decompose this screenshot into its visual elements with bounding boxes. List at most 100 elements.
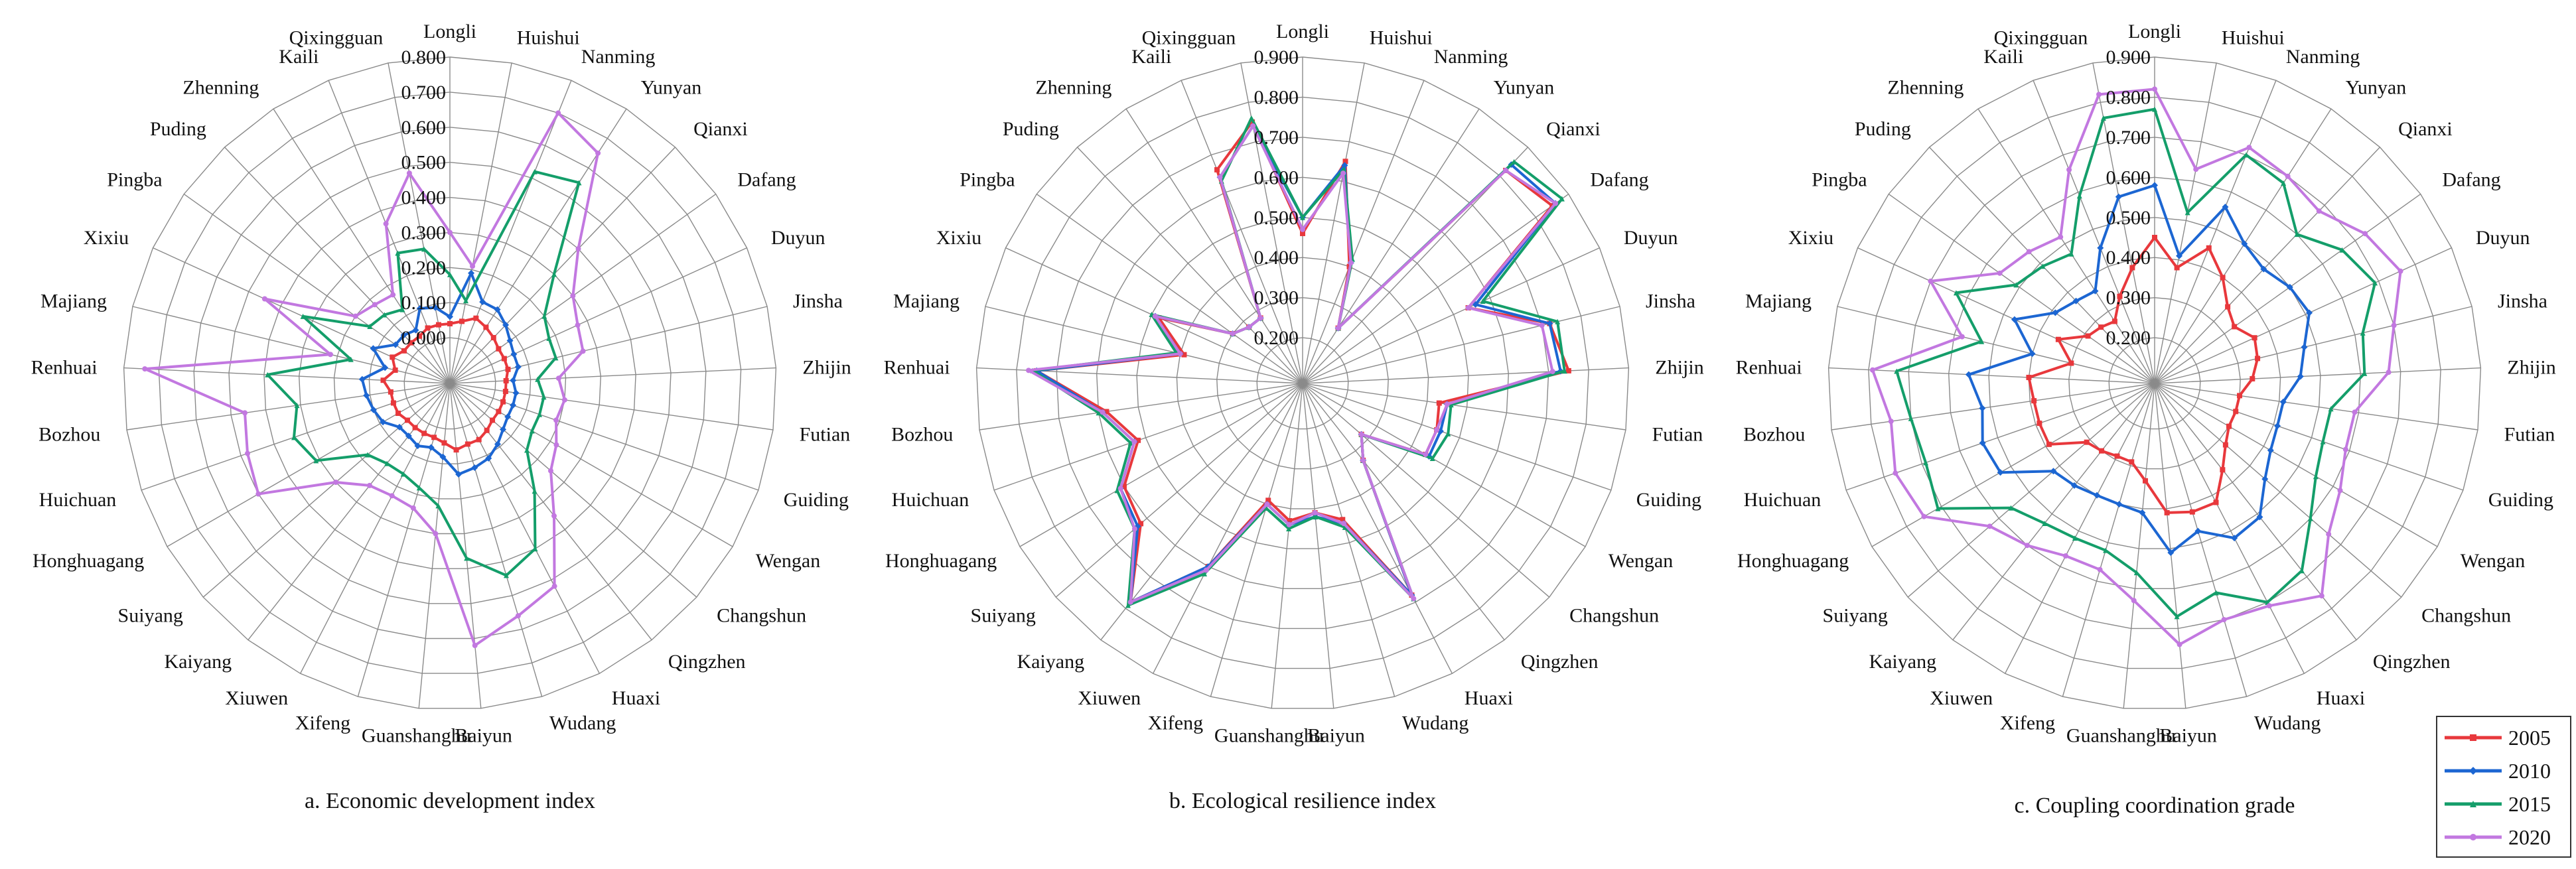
data-point [2386,369,2392,375]
data-point [294,403,300,409]
category-label: Bozhou [1743,424,1805,446]
data-point [553,355,559,361]
spoke [1055,383,1303,598]
data-point [2294,232,2300,237]
data-point [1565,368,1571,373]
grid-ring [1136,217,1469,549]
spoke [1152,383,1303,674]
category-label: Huaxi [2317,687,2365,709]
category-label: Qixingguan [1994,27,2088,49]
category-label: Honghuagang [33,550,144,572]
category-label: Nanming [581,46,656,68]
series-line-2010 [360,271,520,476]
data-point [1202,570,1208,576]
spoke [2004,383,2155,674]
spoke [2123,383,2155,708]
data-point [472,643,478,649]
legend: 2005 2010 2015 2020 [2436,716,2571,858]
grid-ring [193,127,707,639]
category-label: Huishui [517,27,580,49]
category-label: Pingba [960,168,1015,190]
data-point [2342,446,2348,452]
data-point [2050,468,2057,475]
data-point [2098,324,2104,330]
spoke [1271,383,1303,708]
data-point [2026,249,2032,255]
series-line-2005 [2027,236,2259,514]
category-label: Kaili [279,46,319,68]
tick-label: 0.800 [2106,86,2151,108]
spoke [449,147,676,384]
category-label: Yunyan [1494,77,1555,99]
data-point [2397,268,2403,274]
spoke [449,247,747,384]
data-point [2024,543,2030,549]
data-point [1342,524,1348,530]
data-point [1436,400,1442,406]
grid-ring [1256,337,1349,430]
tick-label: 0.900 [2106,46,2151,68]
data-point [425,325,431,331]
data-point [2246,145,2252,151]
grid-ring [975,56,1630,709]
category-label: Qianxi [2398,118,2453,140]
data-point [490,417,496,423]
data-point [2174,265,2180,271]
data-point [363,392,370,399]
data-point [2316,208,2322,214]
data-point [2233,409,2239,415]
series-line-2020 [143,111,600,647]
data-point [447,230,453,235]
data-point [400,332,407,339]
data-point [2046,441,2052,447]
data-point [389,493,395,499]
data-point [390,354,395,360]
series-2005 [380,315,511,453]
data-point [496,346,502,352]
data-point [1250,123,1256,129]
spoke [2154,306,2472,384]
spoke [126,383,451,431]
spoke [976,367,1303,384]
data-point [494,440,502,448]
spoke [449,62,512,384]
data-point [555,375,561,381]
radar-panel-3: 0.200 0.300 0.400 0.500 0.600 0.700 0.800 0.900… [1736,21,2556,818]
data-point [390,400,396,406]
tick-label: 0.000 [401,327,447,349]
spoke [449,383,774,431]
data-point [2220,467,2226,473]
category-label: Kaili [1131,46,1171,68]
data-point [447,313,453,320]
category-label: Renhuai [1736,357,1802,379]
spoke [1977,108,2155,384]
data-point [405,433,412,440]
data-point [1203,567,1209,573]
data-point [532,546,538,552]
spoke [1302,367,1629,384]
data-point [500,399,506,405]
data-point [1445,431,1451,436]
data-point [502,389,508,395]
grid-ring [2068,297,2241,470]
series-2020 [1026,123,1559,605]
tick-label: 0.800 [401,46,447,68]
series-2015 [265,168,582,578]
spoke [1019,383,1303,547]
spoke [449,194,717,384]
grid-ring [1176,257,1429,509]
category-label: Jinsha [1646,291,1695,312]
data-point [427,444,435,451]
series-line-2020 [1871,88,2402,646]
data-point [1138,521,1144,527]
series-line-2020 [1027,124,1557,604]
spoke [123,367,451,384]
data-point [367,324,373,330]
grid-ring [333,267,567,500]
data-point [1131,526,1137,532]
data-point [2151,182,2158,189]
spoke [2154,80,2277,384]
data-point [473,315,479,321]
data-point [2070,482,2078,489]
